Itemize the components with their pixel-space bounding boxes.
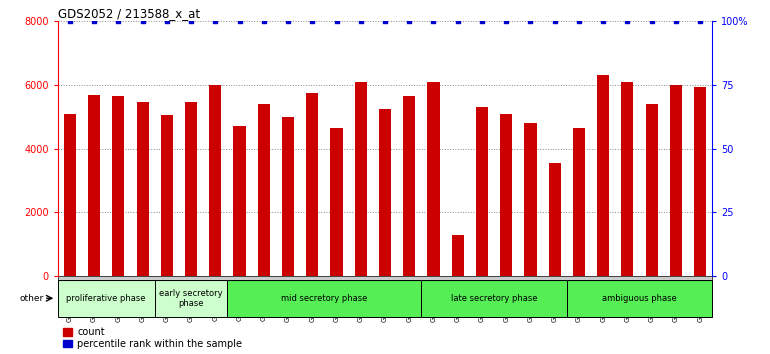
Bar bbox=[573, 128, 585, 276]
Bar bbox=[621, 82, 634, 276]
Point bbox=[136, 18, 149, 24]
Text: mid secretory phase: mid secretory phase bbox=[281, 294, 367, 303]
Point bbox=[258, 18, 270, 24]
Point bbox=[597, 18, 609, 24]
Legend: count, percentile rank within the sample: count, percentile rank within the sample bbox=[62, 327, 243, 349]
Bar bbox=[645, 104, 658, 276]
Text: ambiguous phase: ambiguous phase bbox=[602, 294, 677, 303]
Point bbox=[548, 18, 561, 24]
Bar bbox=[421, 280, 567, 317]
Bar bbox=[136, 103, 149, 276]
Bar bbox=[227, 280, 421, 317]
Point bbox=[88, 18, 100, 24]
Point bbox=[355, 18, 367, 24]
Point bbox=[379, 18, 391, 24]
Point bbox=[161, 18, 173, 24]
Point bbox=[451, 18, 464, 24]
Bar bbox=[233, 126, 246, 276]
Bar bbox=[330, 128, 343, 276]
Point bbox=[524, 18, 537, 24]
Point bbox=[573, 18, 585, 24]
Point bbox=[185, 18, 197, 24]
Bar bbox=[524, 123, 537, 276]
Bar bbox=[112, 96, 125, 276]
Bar bbox=[161, 115, 173, 276]
Point bbox=[330, 18, 343, 24]
Text: GDS2052 / 213588_x_at: GDS2052 / 213588_x_at bbox=[58, 7, 200, 20]
Bar bbox=[427, 82, 440, 276]
Point bbox=[282, 18, 294, 24]
Bar bbox=[258, 104, 269, 276]
Bar bbox=[548, 163, 561, 276]
Bar bbox=[379, 109, 391, 276]
Bar bbox=[597, 75, 609, 276]
Bar bbox=[670, 85, 682, 276]
Point bbox=[403, 18, 415, 24]
Point bbox=[209, 18, 222, 24]
Point bbox=[306, 18, 319, 24]
Point bbox=[64, 18, 76, 24]
Point bbox=[427, 18, 440, 24]
Bar bbox=[567, 280, 712, 317]
Bar bbox=[64, 114, 76, 276]
Text: proliferative phase: proliferative phase bbox=[66, 294, 146, 303]
Bar bbox=[88, 95, 100, 276]
Point bbox=[621, 18, 634, 24]
Bar bbox=[282, 117, 294, 276]
Bar bbox=[452, 235, 464, 276]
Bar bbox=[500, 114, 512, 276]
Bar bbox=[403, 96, 415, 276]
Point bbox=[645, 18, 658, 24]
Bar bbox=[155, 280, 227, 317]
Point bbox=[500, 18, 512, 24]
Point bbox=[694, 18, 706, 24]
Bar bbox=[209, 85, 222, 276]
Bar bbox=[476, 107, 488, 276]
Bar bbox=[185, 103, 197, 276]
Bar bbox=[58, 280, 155, 317]
Point bbox=[233, 18, 246, 24]
Bar bbox=[694, 86, 706, 276]
Bar bbox=[306, 93, 318, 276]
Point bbox=[670, 18, 682, 24]
Text: late secretory phase: late secretory phase bbox=[450, 294, 537, 303]
Text: early secretory
phase: early secretory phase bbox=[159, 289, 223, 308]
Point bbox=[476, 18, 488, 24]
Text: other: other bbox=[19, 294, 43, 303]
Point bbox=[112, 18, 125, 24]
Bar bbox=[355, 82, 367, 276]
